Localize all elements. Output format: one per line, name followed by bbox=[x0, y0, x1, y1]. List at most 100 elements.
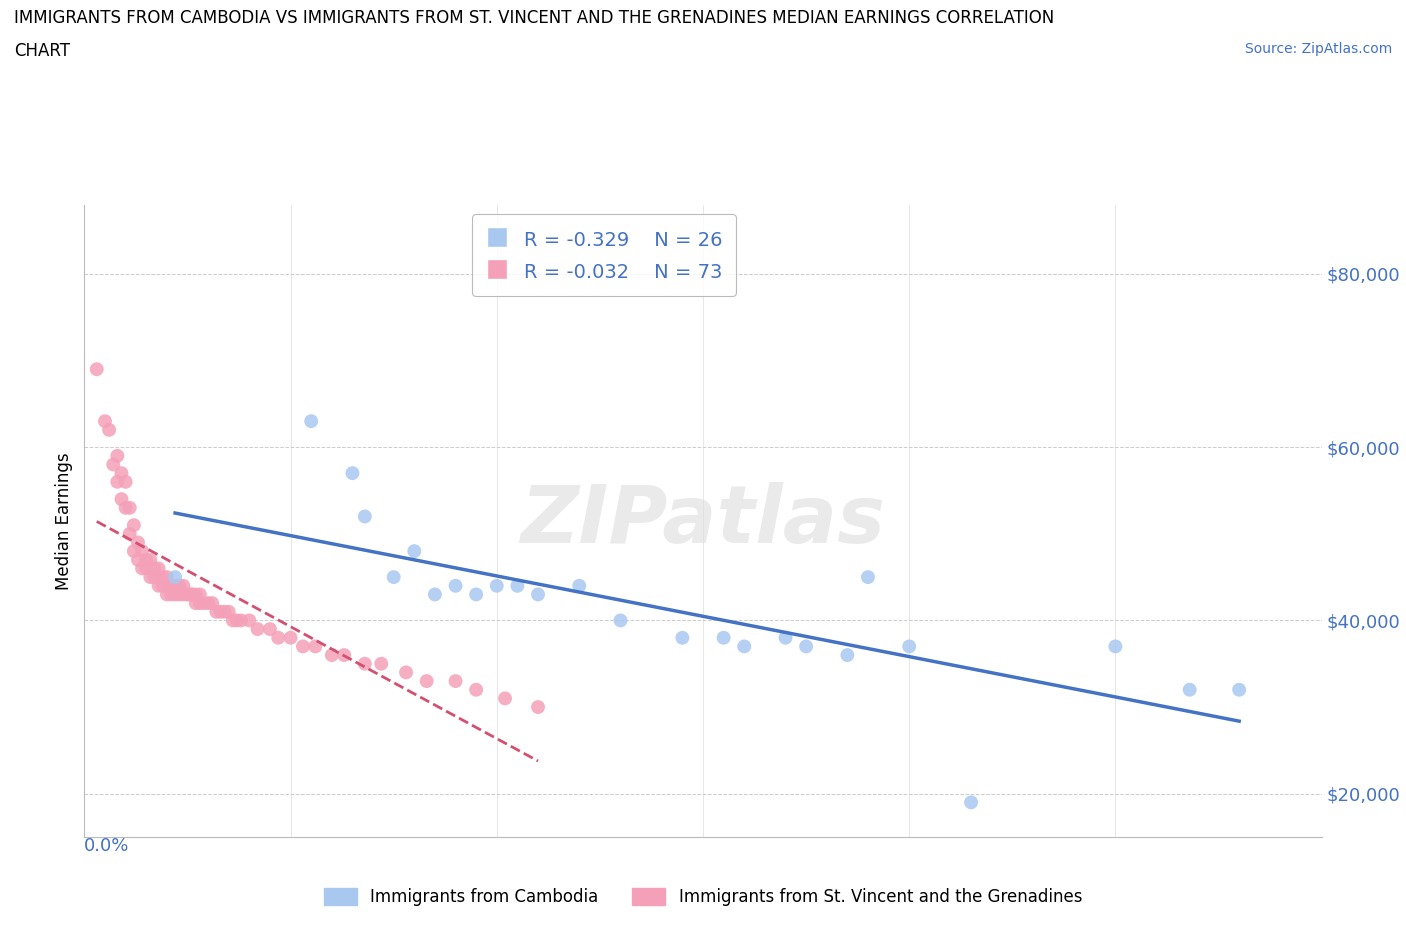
Point bbox=[188, 587, 211, 602]
Text: ZIPatlas: ZIPatlas bbox=[520, 482, 886, 560]
Point bbox=[465, 587, 488, 602]
Point bbox=[180, 587, 202, 602]
Point bbox=[267, 631, 290, 645]
Point bbox=[1104, 639, 1126, 654]
Point bbox=[139, 552, 162, 567]
Text: IMMIGRANTS FROM CAMBODIA VS IMMIGRANTS FROM ST. VINCENT AND THE GRENADINES MEDIA: IMMIGRANTS FROM CAMBODIA VS IMMIGRANTS F… bbox=[14, 9, 1054, 27]
Point bbox=[148, 578, 170, 593]
Text: CHART: CHART bbox=[14, 42, 70, 60]
Point bbox=[184, 587, 207, 602]
Point bbox=[415, 673, 437, 688]
Point bbox=[713, 631, 735, 645]
Point bbox=[395, 665, 418, 680]
Point bbox=[837, 647, 859, 662]
Point bbox=[506, 578, 529, 593]
Point bbox=[139, 570, 162, 585]
Point bbox=[122, 544, 145, 559]
Point bbox=[527, 699, 550, 714]
Point bbox=[201, 595, 224, 610]
Point bbox=[304, 639, 326, 654]
Point bbox=[143, 570, 166, 585]
Point bbox=[485, 578, 508, 593]
Point bbox=[226, 613, 249, 628]
Point bbox=[465, 683, 488, 698]
Point bbox=[160, 578, 183, 593]
Point bbox=[118, 526, 141, 541]
Point bbox=[222, 613, 245, 628]
Point bbox=[122, 518, 145, 533]
Point bbox=[156, 587, 179, 602]
Point bbox=[114, 500, 136, 515]
Point bbox=[733, 639, 755, 654]
Point bbox=[568, 578, 591, 593]
Point bbox=[156, 570, 179, 585]
Point bbox=[494, 691, 516, 706]
Point bbox=[238, 613, 260, 628]
Point bbox=[135, 561, 157, 576]
Point bbox=[218, 604, 240, 619]
Point bbox=[280, 631, 302, 645]
Point bbox=[527, 587, 550, 602]
Point bbox=[444, 578, 467, 593]
Point bbox=[193, 595, 215, 610]
Point bbox=[86, 362, 108, 377]
Text: Source: ZipAtlas.com: Source: ZipAtlas.com bbox=[1244, 42, 1392, 56]
Point bbox=[110, 492, 132, 507]
Point bbox=[423, 587, 446, 602]
Point bbox=[148, 561, 170, 576]
Point bbox=[299, 414, 322, 429]
Point bbox=[671, 631, 693, 645]
Point bbox=[898, 639, 921, 654]
Point bbox=[353, 657, 375, 671]
Point bbox=[404, 544, 426, 559]
Point bbox=[444, 673, 467, 688]
Point bbox=[127, 552, 149, 567]
Point bbox=[176, 587, 198, 602]
Point bbox=[180, 587, 202, 602]
Point bbox=[259, 621, 281, 636]
Point bbox=[229, 613, 252, 628]
Point bbox=[184, 595, 207, 610]
Point bbox=[214, 604, 236, 619]
Point bbox=[131, 544, 153, 559]
Point bbox=[94, 414, 117, 429]
Point bbox=[333, 647, 356, 662]
Point bbox=[1178, 683, 1201, 698]
Point bbox=[188, 595, 211, 610]
Point bbox=[246, 621, 269, 636]
Point bbox=[209, 604, 232, 619]
Point bbox=[172, 587, 194, 602]
Point bbox=[370, 657, 392, 671]
Point bbox=[609, 613, 631, 628]
Point bbox=[1227, 683, 1250, 698]
Point bbox=[98, 422, 121, 437]
Point bbox=[131, 561, 153, 576]
Point bbox=[165, 587, 187, 602]
Point bbox=[775, 631, 797, 645]
Point bbox=[176, 587, 198, 602]
Point bbox=[291, 639, 314, 654]
Point bbox=[152, 578, 174, 593]
Point bbox=[165, 578, 187, 593]
Point bbox=[205, 604, 228, 619]
Point bbox=[114, 474, 136, 489]
Point bbox=[197, 595, 219, 610]
Point bbox=[160, 587, 183, 602]
Point bbox=[165, 570, 187, 585]
Point bbox=[321, 647, 343, 662]
Point bbox=[103, 457, 125, 472]
Point bbox=[118, 500, 141, 515]
Point bbox=[856, 570, 879, 585]
Point bbox=[105, 448, 128, 463]
Point bbox=[135, 552, 157, 567]
Point bbox=[960, 795, 983, 810]
Point bbox=[105, 474, 128, 489]
Point bbox=[382, 570, 405, 585]
Point bbox=[342, 466, 364, 481]
Point bbox=[167, 578, 190, 593]
Point bbox=[794, 639, 817, 654]
Point bbox=[167, 587, 190, 602]
Point bbox=[172, 578, 194, 593]
Point bbox=[143, 561, 166, 576]
Y-axis label: Median Earnings: Median Earnings bbox=[55, 452, 73, 590]
